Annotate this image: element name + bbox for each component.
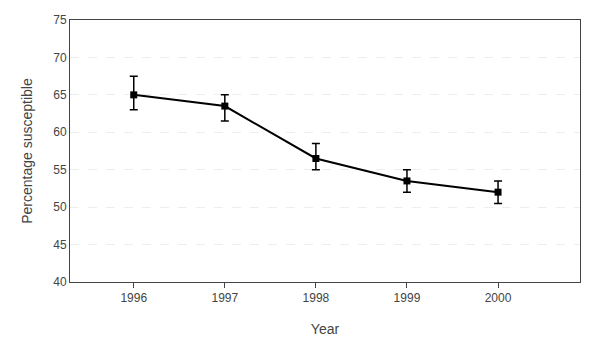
- svg-text:1999: 1999: [394, 291, 421, 305]
- svg-text:65: 65: [53, 88, 67, 102]
- svg-text:40: 40: [53, 275, 67, 289]
- svg-text:50: 50: [53, 200, 67, 214]
- svg-text:1996: 1996: [120, 291, 147, 305]
- svg-text:55: 55: [53, 163, 67, 177]
- svg-text:1997: 1997: [211, 291, 238, 305]
- svg-text:60: 60: [53, 125, 67, 139]
- svg-text:1998: 1998: [303, 291, 330, 305]
- svg-text:70: 70: [53, 51, 67, 65]
- svg-text:75: 75: [53, 13, 67, 27]
- svg-text:Year: Year: [311, 321, 340, 337]
- svg-text:Percentage susceptible: Percentage susceptible: [19, 78, 35, 224]
- svg-text:2000: 2000: [485, 291, 512, 305]
- svg-text:45: 45: [53, 238, 67, 252]
